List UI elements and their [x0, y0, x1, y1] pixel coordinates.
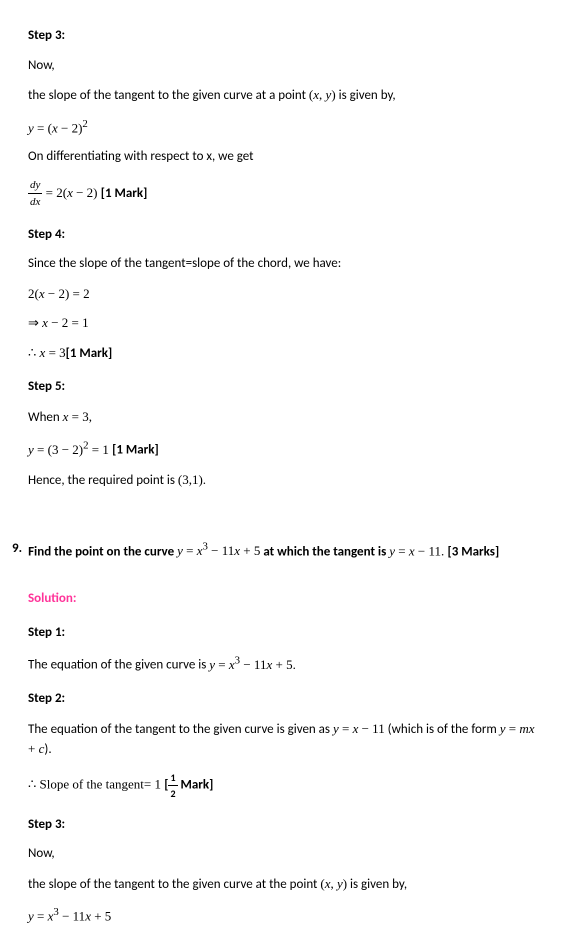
eq: y = x3 − 11x + 5. — [209, 657, 296, 672]
sol-step1-line1: The equation of the given curve is y = x… — [28, 652, 542, 675]
solution-label: Solution: — [28, 589, 542, 609]
frac-num: dy — [28, 177, 42, 195]
eq: x = 3, — [63, 409, 92, 424]
step4-eq2: ⇒ x − 2 = 1 — [28, 313, 542, 333]
question-9: 9. Find the point on the curve y = x3 − … — [12, 539, 542, 562]
eq1: y = x3 − 11x + 5 — [177, 543, 260, 558]
text: is given by, — [347, 877, 407, 892]
mark: [1 Mark] — [101, 186, 148, 201]
eq2: y = x − 11. — [389, 543, 447, 558]
step4-eq3: ∴ x = 3[1 Mark] — [28, 343, 542, 364]
point: (3,1). — [178, 472, 206, 487]
text: The equation of the given curve is — [28, 658, 209, 673]
frac-den: 2 — [168, 786, 177, 801]
point-xy: (x, y) — [309, 87, 336, 102]
fraction-half: 1 2 — [168, 770, 177, 801]
mark-close: Mark] — [178, 777, 214, 792]
text: at which the tangent is — [260, 544, 389, 559]
eq-rhs: = 2(x − 2) — [42, 185, 100, 200]
step3-eq1: y = (x − 2)2 — [28, 116, 542, 138]
sol-step3-line2: the slope of the tangent to the given cu… — [28, 874, 542, 895]
fraction-dydx: dy dx — [28, 177, 42, 211]
question-number: 9. — [12, 539, 28, 562]
mark: [1 Mark] — [66, 346, 113, 361]
eq: y = (3 − 2)2 = 1 — [28, 442, 112, 457]
text: is given by, — [336, 88, 396, 103]
text: ∴ Slope of the tangent= 1 — [28, 776, 164, 791]
step5-heading: Step 5: — [28, 377, 542, 397]
text: Hence, the required point is — [28, 473, 178, 488]
mark: [3 Marks] — [447, 544, 499, 559]
sol-step2-line1: The equation of the tangent to the given… — [28, 719, 542, 760]
text: the slope of the tangent to the given cu… — [28, 877, 320, 892]
step3-heading: Step 3: — [28, 26, 542, 46]
question-text: Find the point on the curve y = x3 − 11x… — [28, 539, 499, 562]
step4-heading: Step 4: — [28, 225, 542, 245]
text: When — [28, 410, 63, 425]
step4-eq1: 2(x − 2) = 2 — [28, 284, 542, 304]
step4-line1: Since the slope of the tangent=slope of … — [28, 254, 542, 274]
point-xy: (x, y) — [320, 876, 347, 891]
text: Find the point on the curve — [28, 544, 177, 559]
sol-step2-line2: ∴ Slope of the tangent= 1 [ 1 2 Mark] — [28, 770, 542, 801]
sol-step3-eq1: y = x3 − 11x + 5 — [28, 904, 542, 926]
step3-line2: the slope of the tangent to the given cu… — [28, 85, 542, 106]
step5-line2: Hence, the required point is (3,1). — [28, 470, 542, 491]
text: ). — [44, 742, 51, 757]
step3-line3: On differentiating with respect to x, we… — [28, 147, 542, 167]
text: the slope of the tangent to the given cu… — [28, 88, 309, 103]
frac-den: dx — [28, 194, 42, 211]
sol-step1-heading: Step 1: — [28, 623, 542, 643]
frac-num: 1 — [168, 770, 177, 786]
sol-step3-line1: Now, — [28, 844, 542, 864]
mark: [1 Mark] — [112, 443, 159, 458]
sol-step2-heading: Step 2: — [28, 689, 542, 709]
step5-line1: When x = 3, — [28, 407, 542, 428]
text: (which is of the form — [385, 722, 500, 737]
sol-step3-heading: Step 3: — [28, 815, 542, 835]
step3-line1: Now, — [28, 56, 542, 76]
text: The equation of the tangent to the given… — [28, 722, 333, 737]
eq1: y = x − 11 — [333, 721, 385, 736]
document-body: Step 3: Now, the slope of the tangent to… — [28, 26, 542, 926]
step5-eq1: y = (3 − 2)2 = 1 [1 Mark] — [28, 437, 542, 460]
step3-eq2: dy dx = 2(x − 2) [1 Mark] — [28, 177, 542, 211]
